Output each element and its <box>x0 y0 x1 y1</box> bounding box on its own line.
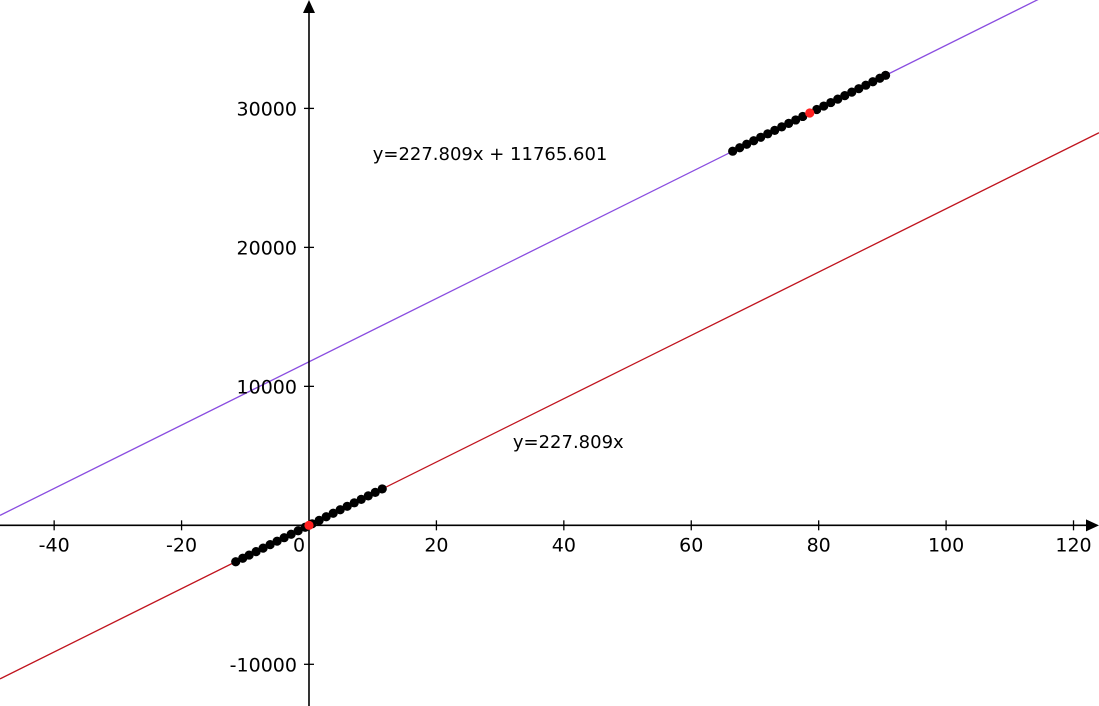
data-point <box>304 520 314 530</box>
data-point <box>833 94 843 104</box>
data-point <box>826 97 836 108</box>
regression-lines <box>0 0 1099 680</box>
x-tick-label: 20 <box>424 534 448 556</box>
x-tick-label: 80 <box>807 534 831 556</box>
x-tick-label: 100 <box>928 534 964 556</box>
data-point <box>735 143 745 153</box>
data-point <box>854 84 864 94</box>
x-tick-label: 60 <box>679 534 703 556</box>
data-point <box>742 139 752 149</box>
data-point <box>784 118 794 129</box>
data-points <box>231 70 891 567</box>
data-point <box>377 484 387 494</box>
data-point <box>258 543 268 553</box>
data-point <box>777 122 787 132</box>
data-point <box>293 526 303 536</box>
regression-line-2 <box>0 132 1099 680</box>
x-axis-arrow <box>1086 519 1099 532</box>
equation-label-lower: y=227.809x <box>513 432 624 453</box>
data-point <box>279 533 289 543</box>
tick-marks-and-labels: -40 -20 0 20 40 60 80 100 120 -10000 10000 20000 300… <box>39 98 1092 676</box>
data-point <box>370 487 380 497</box>
x-tick-label: 40 <box>552 534 576 556</box>
data-point <box>314 515 324 525</box>
equation-labels: y=227.809x + 11765.601 y=227.809x <box>373 144 624 453</box>
data-point <box>728 146 738 156</box>
data-point <box>363 491 373 501</box>
data-point <box>791 115 801 125</box>
data-point <box>812 104 822 115</box>
data-point <box>749 136 759 146</box>
data-point <box>231 557 241 567</box>
x-tick-label: 120 <box>1055 534 1091 556</box>
data-point <box>763 129 773 139</box>
data-point <box>819 101 829 111</box>
y-axis-arrow <box>302 0 315 13</box>
data-point <box>356 494 366 504</box>
data-point <box>868 77 878 87</box>
data-point <box>847 87 857 97</box>
data-point <box>265 540 275 550</box>
x-tick-label: -40 <box>39 534 70 556</box>
data-point <box>342 501 352 511</box>
data-point <box>798 111 808 122</box>
y-tick-label: -10000 <box>230 654 297 676</box>
data-point <box>244 550 254 560</box>
equation-label-upper: y=227.809x + 11765.601 <box>373 144 608 165</box>
data-point <box>840 91 850 101</box>
y-tick-label: 10000 <box>237 376 297 398</box>
data-point <box>880 70 891 80</box>
data-point <box>349 498 359 508</box>
x-tick-label: -20 <box>166 534 197 556</box>
data-point <box>286 529 296 539</box>
data-point <box>272 536 282 546</box>
data-point <box>335 505 345 515</box>
data-point <box>251 546 261 557</box>
y-tick-label: 20000 <box>237 237 297 259</box>
data-point <box>770 125 780 135</box>
x-tick-label: 0 <box>293 534 305 556</box>
data-point <box>328 508 338 518</box>
data-point <box>756 132 766 142</box>
y-tick-label: 30000 <box>237 98 297 120</box>
data-point <box>321 512 331 522</box>
data-point <box>861 80 871 90</box>
data-point <box>805 108 815 118</box>
regression-line-1 <box>0 0 1039 516</box>
